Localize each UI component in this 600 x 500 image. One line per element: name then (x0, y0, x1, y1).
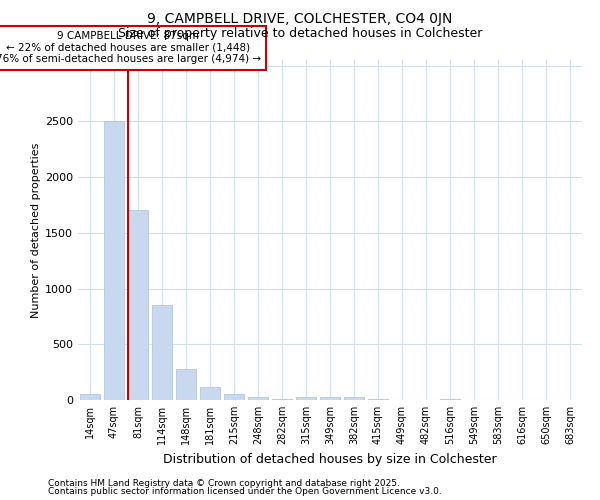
Text: Contains public sector information licensed under the Open Government Licence v3: Contains public sector information licen… (48, 488, 442, 496)
Bar (248, 396, 268, 400)
Bar (224, 394, 244, 400)
Bar (344, 397, 364, 400)
Text: Size of property relative to detached houses in Colchester: Size of property relative to detached ho… (118, 28, 482, 40)
Text: Contains HM Land Registry data © Crown copyright and database right 2025.: Contains HM Land Registry data © Crown c… (48, 478, 400, 488)
Y-axis label: Number of detached properties: Number of detached properties (31, 142, 41, 318)
X-axis label: Distribution of detached houses by size in Colchester: Distribution of detached houses by size … (163, 452, 497, 466)
Bar (128, 210, 148, 400)
Bar (320, 396, 340, 400)
Bar (176, 370, 196, 400)
Bar (368, 399, 388, 400)
Bar (200, 386, 220, 400)
Bar (104, 122, 124, 400)
Bar (80, 394, 100, 400)
Text: 9 CAMPBELL DRIVE: 87sqm
← 22% of detached houses are smaller (1,448)
76% of semi: 9 CAMPBELL DRIVE: 87sqm ← 22% of detache… (0, 32, 261, 64)
Text: 9, CAMPBELL DRIVE, COLCHESTER, CO4 0JN: 9, CAMPBELL DRIVE, COLCHESTER, CO4 0JN (148, 12, 452, 26)
Bar (296, 396, 316, 400)
Bar (152, 305, 172, 400)
Bar (440, 399, 460, 400)
